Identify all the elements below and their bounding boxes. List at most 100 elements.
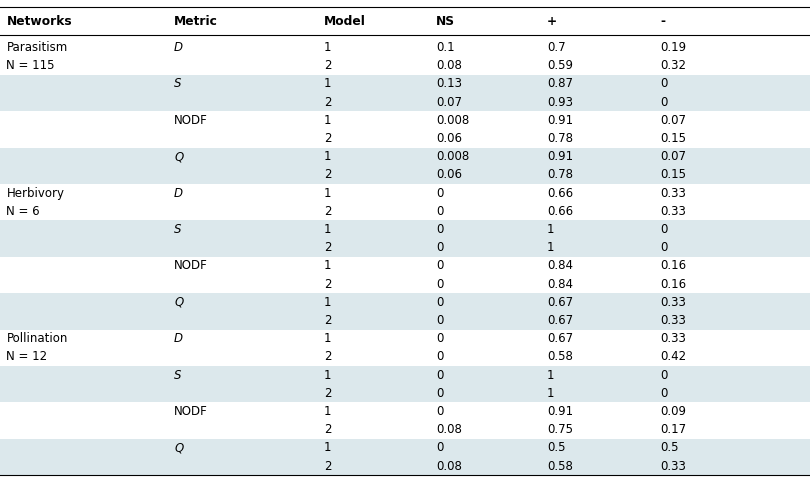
Text: 0: 0 xyxy=(436,223,443,236)
FancyBboxPatch shape xyxy=(0,275,810,293)
Text: 0.08: 0.08 xyxy=(436,423,462,436)
FancyBboxPatch shape xyxy=(0,75,810,93)
Text: 0.33: 0.33 xyxy=(660,332,686,345)
Text: 0: 0 xyxy=(436,387,443,400)
Text: 1: 1 xyxy=(324,296,331,309)
Text: 2: 2 xyxy=(324,168,331,182)
Text: 0.33: 0.33 xyxy=(660,205,686,218)
FancyBboxPatch shape xyxy=(0,384,810,402)
Text: 1: 1 xyxy=(547,387,554,400)
Text: Networks: Networks xyxy=(6,14,72,28)
FancyBboxPatch shape xyxy=(0,57,810,75)
Text: 0.84: 0.84 xyxy=(547,277,573,291)
Text: NODF: NODF xyxy=(174,405,208,418)
Text: -: - xyxy=(660,14,665,28)
Text: 0.67: 0.67 xyxy=(547,332,573,345)
Text: 0: 0 xyxy=(436,350,443,364)
Text: 0: 0 xyxy=(660,241,667,254)
Text: 0.78: 0.78 xyxy=(547,168,573,182)
FancyBboxPatch shape xyxy=(0,148,810,166)
Text: 1: 1 xyxy=(324,405,331,418)
Text: 0: 0 xyxy=(436,314,443,327)
Text: 0: 0 xyxy=(436,332,443,345)
Text: 0.58: 0.58 xyxy=(547,350,573,364)
Text: 1: 1 xyxy=(324,186,331,200)
Text: 2: 2 xyxy=(324,423,331,436)
Text: 0.67: 0.67 xyxy=(547,296,573,309)
FancyBboxPatch shape xyxy=(0,421,810,439)
Text: 0.13: 0.13 xyxy=(436,77,462,91)
FancyBboxPatch shape xyxy=(0,348,810,366)
FancyBboxPatch shape xyxy=(0,439,810,457)
FancyBboxPatch shape xyxy=(0,111,810,129)
Text: 2: 2 xyxy=(324,205,331,218)
Text: 0.91: 0.91 xyxy=(547,114,573,127)
Text: 0: 0 xyxy=(660,95,667,109)
Text: 2: 2 xyxy=(324,132,331,145)
Text: 0.67: 0.67 xyxy=(547,314,573,327)
FancyBboxPatch shape xyxy=(0,202,810,220)
Text: Parasitism: Parasitism xyxy=(6,41,68,54)
Text: 0: 0 xyxy=(436,205,443,218)
Text: 0.42: 0.42 xyxy=(660,350,686,364)
Text: 2: 2 xyxy=(324,387,331,400)
Text: S: S xyxy=(174,77,181,91)
Text: 0: 0 xyxy=(436,368,443,382)
Text: 0: 0 xyxy=(660,368,667,382)
Text: 0: 0 xyxy=(436,405,443,418)
Text: 0.7: 0.7 xyxy=(547,41,565,54)
Text: D: D xyxy=(174,332,183,345)
Text: 0: 0 xyxy=(436,441,443,455)
Text: 0.07: 0.07 xyxy=(660,114,686,127)
FancyBboxPatch shape xyxy=(0,311,810,330)
Text: Q: Q xyxy=(174,296,183,309)
Text: 1: 1 xyxy=(324,259,331,273)
FancyBboxPatch shape xyxy=(0,129,810,148)
Text: 2: 2 xyxy=(324,277,331,291)
Text: 2: 2 xyxy=(324,350,331,364)
Text: 0.16: 0.16 xyxy=(660,259,686,273)
Text: 1: 1 xyxy=(324,114,331,127)
FancyBboxPatch shape xyxy=(0,293,810,311)
Text: 1: 1 xyxy=(324,150,331,163)
Text: 0.66: 0.66 xyxy=(547,205,573,218)
Text: 0.008: 0.008 xyxy=(436,114,469,127)
FancyBboxPatch shape xyxy=(0,457,810,475)
Text: N = 6: N = 6 xyxy=(6,205,40,218)
Text: 0: 0 xyxy=(436,186,443,200)
Text: 1: 1 xyxy=(324,77,331,91)
Text: 0: 0 xyxy=(660,223,667,236)
FancyBboxPatch shape xyxy=(0,257,810,275)
Text: 0: 0 xyxy=(660,387,667,400)
Text: 0: 0 xyxy=(436,241,443,254)
Text: 1: 1 xyxy=(324,368,331,382)
FancyBboxPatch shape xyxy=(0,220,810,239)
Text: D: D xyxy=(174,41,183,54)
Text: 0.15: 0.15 xyxy=(660,132,686,145)
Text: 0.33: 0.33 xyxy=(660,314,686,327)
Text: 0.008: 0.008 xyxy=(436,150,469,163)
Text: +: + xyxy=(547,14,557,28)
Text: 1: 1 xyxy=(324,223,331,236)
Text: N = 115: N = 115 xyxy=(6,59,55,72)
Text: 0: 0 xyxy=(660,77,667,91)
FancyBboxPatch shape xyxy=(0,184,810,202)
Text: 0.75: 0.75 xyxy=(547,423,573,436)
Text: 0.58: 0.58 xyxy=(547,459,573,473)
Text: Q: Q xyxy=(174,441,183,455)
Text: 2: 2 xyxy=(324,314,331,327)
Text: 0: 0 xyxy=(436,296,443,309)
Text: Herbivory: Herbivory xyxy=(6,186,65,200)
Text: 1: 1 xyxy=(547,223,554,236)
FancyBboxPatch shape xyxy=(0,330,810,348)
Text: 0.19: 0.19 xyxy=(660,41,686,54)
Text: 2: 2 xyxy=(324,459,331,473)
Text: Q: Q xyxy=(174,150,183,163)
Text: N = 12: N = 12 xyxy=(6,350,48,364)
Text: 0.5: 0.5 xyxy=(660,441,679,455)
Text: D: D xyxy=(174,186,183,200)
Text: 1: 1 xyxy=(324,441,331,455)
Text: NODF: NODF xyxy=(174,114,208,127)
Text: 0.06: 0.06 xyxy=(436,168,462,182)
Text: 0.59: 0.59 xyxy=(547,59,573,72)
